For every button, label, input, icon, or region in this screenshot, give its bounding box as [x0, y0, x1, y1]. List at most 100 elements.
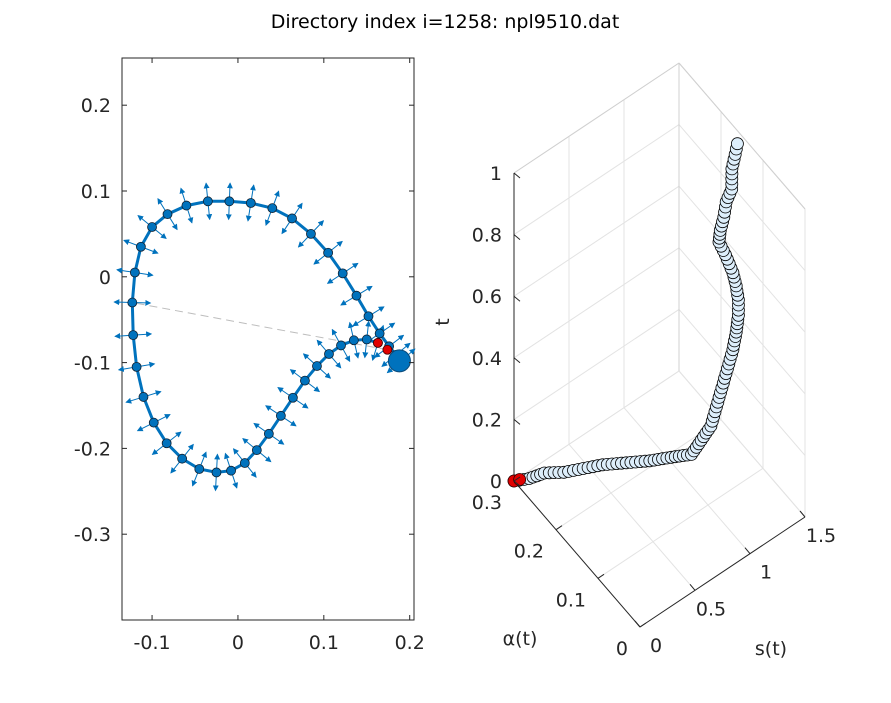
t-tick-label: 0.4 — [472, 348, 502, 370]
data-point — [129, 267, 140, 278]
data-point — [147, 222, 157, 232]
data-point — [361, 334, 372, 345]
s-tick-mark — [799, 510, 806, 518]
grid-line-floor — [555, 419, 722, 531]
s-tick-mark — [744, 547, 751, 554]
data-point — [336, 340, 346, 351]
alpha-tick-label: 0.3 — [472, 492, 502, 514]
s-tick-label: 1.5 — [806, 525, 836, 547]
data-point — [306, 228, 316, 239]
alpha-tick-mark — [639, 622, 647, 628]
data-point — [226, 465, 236, 476]
data-point — [245, 198, 256, 208]
grid-line-back — [513, 247, 680, 359]
axes-3d — [513, 173, 806, 628]
grid-line-floor — [623, 407, 751, 554]
z-axis-label: t — [432, 318, 454, 325]
grid-line-floor — [597, 467, 764, 579]
alpha-axis-line — [513, 480, 641, 628]
data-point — [239, 458, 250, 468]
s-tick-mark — [634, 620, 641, 628]
alpha-tick-label: 0.2 — [514, 541, 544, 563]
data-point — [312, 361, 322, 371]
data-point — [162, 209, 173, 220]
alpha-tick-mark — [597, 573, 605, 579]
data-point — [181, 200, 192, 211]
data-point — [131, 361, 142, 372]
grid-line-back — [513, 370, 680, 482]
x-tick-label: -0.1 — [134, 632, 171, 654]
data-point — [161, 438, 172, 449]
y-ticks: 0.2 0.1 0 -0.1 -0.2 -0.3 — [74, 95, 414, 546]
curve-point — [731, 137, 744, 151]
grid-line-side — [678, 124, 806, 271]
grid-line-back — [513, 308, 680, 420]
data-point — [148, 417, 159, 428]
data-point — [323, 247, 334, 258]
parametric-3d-plot: 00.511.500.10.20.300.20.40.60.81 s(t) α(… — [432, 62, 836, 660]
y-tick-label: -0.2 — [74, 438, 111, 460]
grid-line-side — [678, 370, 806, 518]
data-point — [138, 392, 149, 402]
data-point — [348, 335, 359, 346]
trailing-edge-marker — [387, 349, 411, 373]
data-point — [263, 428, 274, 439]
alpha-tick-label: 0.1 — [556, 589, 586, 611]
data-point — [135, 241, 146, 252]
t-tick-label: 0.8 — [472, 225, 502, 247]
y-tick-label: 0 — [99, 267, 111, 289]
s-tick-label: 0 — [650, 635, 662, 657]
data-point — [202, 196, 213, 207]
highlight-point — [373, 337, 383, 348]
data-point — [251, 445, 262, 456]
s-tick-label: 1 — [760, 562, 772, 584]
data-point — [224, 196, 235, 207]
data-point — [194, 464, 205, 474]
t-tick-mark — [513, 234, 521, 240]
data-point — [363, 311, 374, 322]
alpha-tick-mark — [555, 525, 563, 531]
grid-line-side — [678, 309, 806, 456]
data-point — [288, 392, 298, 403]
alpha-tick-mark — [513, 476, 521, 482]
t-tick-mark — [513, 172, 521, 179]
data-point — [287, 213, 297, 224]
t-tick-mark — [513, 357, 521, 364]
box-edge — [513, 62, 680, 174]
t-tick-label: 0.2 — [472, 409, 502, 431]
y-tick-label: 0.2 — [81, 95, 111, 117]
chord-segment — [132, 302, 388, 351]
t-tick-label: 0.6 — [472, 286, 502, 308]
data-point — [177, 453, 188, 464]
data-point — [351, 290, 362, 301]
s-tick-label: 0.5 — [696, 598, 726, 620]
x-axis-label: s(t) — [755, 638, 787, 660]
x-tick-label: 0.1 — [309, 632, 339, 654]
y-axis-label: α(t) — [503, 628, 538, 650]
grid-line-back — [513, 124, 680, 236]
data-point — [128, 330, 139, 341]
y-tick-label: 0.1 — [81, 181, 111, 203]
chord-line — [132, 302, 388, 351]
airfoil-points — [127, 196, 411, 478]
data-point — [267, 203, 278, 214]
data-point — [324, 349, 334, 359]
x-tick-label: 0.2 — [395, 632, 425, 654]
data-point — [337, 268, 348, 279]
ticks-3d: 00.511.500.10.20.300.20.40.60.81 — [472, 163, 836, 660]
s-tick-mark — [689, 584, 696, 591]
data-point — [127, 297, 138, 308]
figure-title: Directory index i=1258: npl9510.dat — [271, 11, 620, 33]
t-tick-mark — [513, 419, 521, 425]
highlight-point — [382, 344, 393, 355]
grid-line-back — [513, 185, 680, 297]
grid-line-side — [678, 185, 806, 333]
data-point — [275, 410, 286, 421]
s-axis-line — [639, 516, 806, 628]
data-point — [300, 375, 310, 386]
box-edge — [678, 62, 806, 210]
grid-3d — [513, 62, 806, 628]
highlight-points — [373, 337, 393, 355]
t-tick-label: 1 — [490, 163, 502, 185]
